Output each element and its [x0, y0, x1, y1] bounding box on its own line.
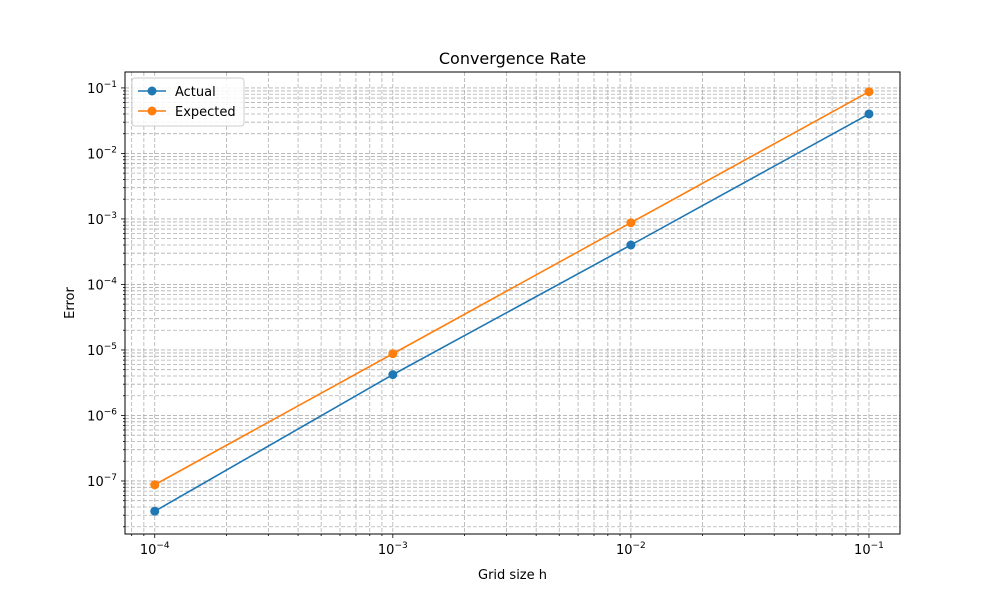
y-tick-base: 10 — [87, 409, 104, 424]
chart-title: Convergence Rate — [439, 49, 586, 68]
y-tick-label: 10−7 — [87, 473, 117, 490]
x-tick-base: 10 — [378, 543, 395, 558]
data-point-actual — [388, 370, 398, 380]
data-point-actual — [626, 240, 636, 250]
x-tick-label: 10−3 — [378, 541, 408, 558]
x-tick-label: 10−4 — [140, 541, 170, 558]
series-line-expected — [154, 91, 870, 486]
x-tick-base: 10 — [616, 543, 633, 558]
y-tick-base: 10 — [87, 82, 104, 97]
x-tick-label: 10−1 — [854, 541, 884, 558]
data-point-expected — [626, 218, 636, 228]
x-tick-label: 10−2 — [616, 541, 646, 558]
y-tick-base: 10 — [87, 475, 104, 490]
data-point-expected — [150, 480, 160, 490]
ticks: 10−4 10−3 10−2 10−110−710−610−510−410−310−2… — [87, 80, 884, 558]
y-tick-exponent: −2 — [104, 145, 117, 155]
data-point-expected — [864, 87, 874, 97]
data-point-expected — [388, 349, 398, 359]
series-layer — [150, 87, 874, 516]
legend-marker-expected — [147, 106, 157, 116]
legend-label-expected: Expected — [175, 105, 236, 120]
y-tick-exponent: −5 — [104, 342, 117, 352]
data-point-actual — [150, 506, 160, 516]
y-tick-base: 10 — [87, 213, 104, 228]
y-tick-exponent: −6 — [104, 407, 118, 417]
data-point-actual — [864, 109, 874, 119]
x-axis-label: Grid size h — [478, 568, 547, 583]
y-axis-label: Error — [63, 287, 78, 319]
y-tick-label: 10−3 — [87, 211, 117, 228]
legend: Actual Expected — [131, 77, 245, 127]
y-tick-base: 10 — [87, 147, 104, 162]
series-line-actual — [154, 113, 870, 512]
x-tick-exponent: −2 — [633, 541, 646, 551]
x-tick-base: 10 — [854, 543, 871, 558]
plot-frame — [124, 71, 901, 535]
y-tick-exponent: −1 — [104, 80, 117, 90]
y-tick-label: 10−2 — [87, 145, 117, 162]
grid — [125, 72, 900, 534]
y-tick-exponent: −3 — [104, 211, 117, 221]
legend-marker-actual — [147, 86, 157, 96]
y-tick-label: 10−4 — [87, 276, 117, 293]
y-tick-label: 10−6 — [87, 407, 117, 424]
x-tick-exponent: −4 — [156, 541, 170, 551]
y-tick-exponent: −7 — [104, 473, 117, 483]
x-tick-exponent: −3 — [394, 541, 407, 551]
y-tick-label: 10−1 — [87, 80, 117, 97]
legend-label-actual: Actual — [175, 85, 216, 100]
y-tick-label: 10−5 — [87, 342, 117, 359]
x-tick-exponent: −1 — [871, 541, 884, 551]
legend-box — [131, 77, 245, 127]
y-tick-base: 10 — [87, 278, 104, 293]
x-tick-base: 10 — [140, 543, 157, 558]
y-tick-base: 10 — [87, 344, 104, 359]
y-tick-exponent: −4 — [104, 276, 118, 286]
